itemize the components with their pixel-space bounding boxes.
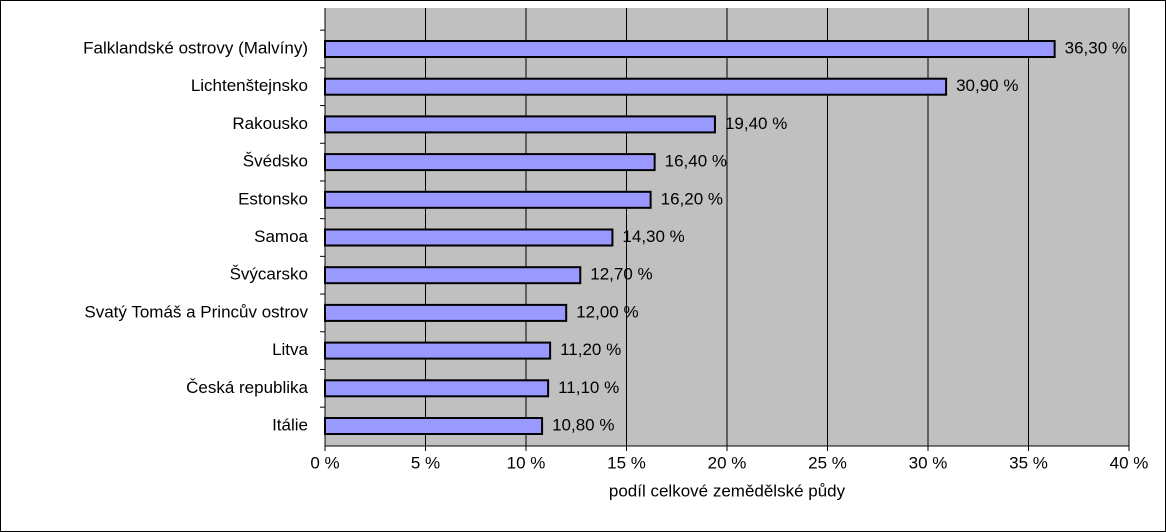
value-label: 19,40 %: [725, 114, 787, 133]
y-tick-label: Estonsko: [238, 189, 308, 208]
y-tick-label: Litva: [272, 340, 308, 359]
x-tick-label: 15 %: [607, 453, 646, 472]
x-tick-label: 30 %: [909, 453, 948, 472]
x-tick-label: 25 %: [808, 453, 847, 472]
bar: [324, 417, 544, 435]
bar: [324, 228, 614, 247]
value-label: 10,80 %: [552, 415, 614, 434]
bar: [324, 40, 1056, 58]
y-tick-label: Švédsko: [243, 152, 308, 171]
bar: [324, 77, 948, 96]
value-label: 12,00 %: [576, 302, 638, 321]
x-tick-label: 35 %: [1009, 453, 1048, 472]
value-label: 11,20 %: [560, 340, 621, 359]
x-axis-title: podíl celkové zemědělské půdy: [609, 481, 846, 500]
value-label: 16,40 %: [665, 152, 727, 171]
x-tick-label: 10 %: [507, 453, 546, 472]
value-label: 12,70 %: [590, 265, 652, 284]
y-tick-label: Falklandské ostrovy (Malvíny): [83, 38, 308, 57]
bar: [324, 303, 568, 322]
y-tick-label: Lichtenštejnsko: [191, 76, 308, 95]
bar: [324, 379, 550, 398]
y-tick-label: Rakousko: [232, 114, 308, 133]
bar: [324, 341, 552, 360]
y-tick-label: Svatý Tomáš a Princův ostrov: [84, 302, 308, 321]
y-tick-label: Itálie: [272, 415, 308, 434]
y-tick-label: Samoa: [254, 227, 308, 246]
x-tick-label: 40 %: [1110, 453, 1149, 472]
value-label: 14,30 %: [622, 227, 684, 246]
value-label: 30,90 %: [956, 76, 1018, 95]
x-tick-label: 5 %: [411, 453, 440, 472]
bar: [324, 115, 716, 134]
y-tick-label: Česká republika: [186, 378, 308, 397]
bar: [324, 266, 582, 285]
value-label: 11,10 %: [558, 378, 619, 397]
y-tick-label: Švýcarsko: [230, 265, 308, 284]
x-tick-label: 0 %: [310, 453, 339, 472]
x-tick-label: 20 %: [708, 453, 747, 472]
bar: [324, 153, 656, 172]
value-label: 36,30 %: [1065, 38, 1127, 57]
bar: [324, 190, 652, 209]
value-label: 16,20 %: [661, 189, 723, 208]
